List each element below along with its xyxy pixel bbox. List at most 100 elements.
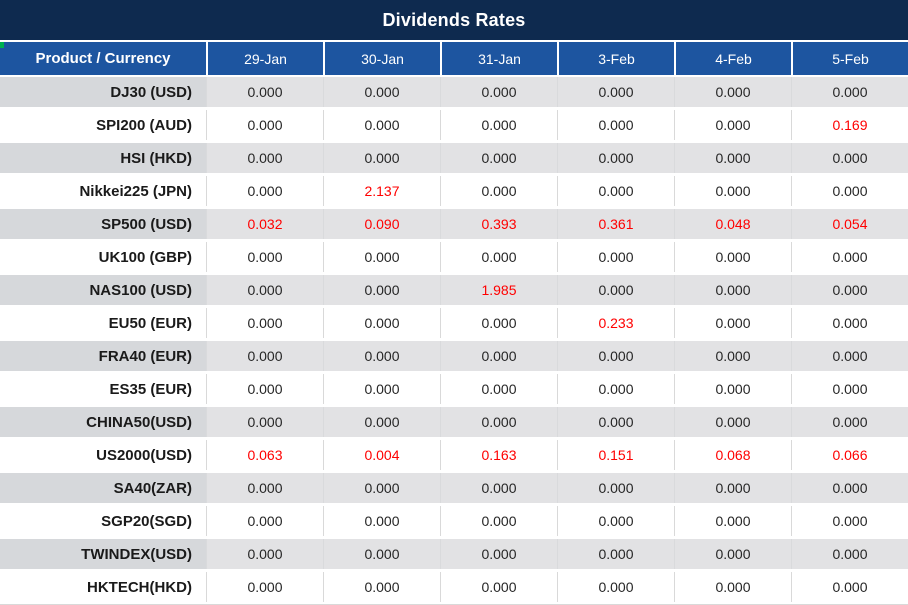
- dividend-value-cell: 0.000: [557, 572, 674, 602]
- dividend-value-cell: 0.000: [440, 242, 557, 272]
- dividend-value-cell: 0.000: [206, 506, 323, 536]
- dividend-value-cell: 0.000: [323, 242, 440, 272]
- dividend-value-cell: 0.000: [206, 407, 323, 437]
- dividend-value-cell: 0.361: [557, 209, 674, 239]
- dividend-value-cell: 0.000: [440, 308, 557, 338]
- dividend-value-cell: 0.000: [674, 143, 791, 173]
- dividend-value-cell: 0.000: [674, 341, 791, 371]
- dividend-value-cell: 0.000: [791, 275, 908, 305]
- dividend-value-cell: 0.000: [674, 176, 791, 206]
- dividend-value-cell: 0.151: [557, 440, 674, 470]
- dividend-value-cell: 0.000: [791, 341, 908, 371]
- dividend-value-cell: 0.000: [674, 539, 791, 569]
- product-label-cell: UK100 (GBP): [98, 248, 192, 266]
- dividend-value-cell: 0.068: [674, 440, 791, 470]
- dividend-value-cell: 0.000: [674, 374, 791, 404]
- dividend-value-cell: 0.000: [557, 242, 674, 272]
- dividend-value-cell: 0.000: [674, 275, 791, 305]
- table-row: ES35 (EUR) 0.000 0.000 0.000 0.000 0.000 0.000: [0, 374, 908, 407]
- table-row: CHINA50(USD) 0.000 0.000 0.000 0.000 0.000 0.0…: [0, 407, 908, 440]
- dividend-value-cell: 1.985: [440, 275, 557, 305]
- dividend-value-cell: 0.000: [440, 506, 557, 536]
- product-label-cell: HSI (HKD): [0, 143, 206, 173]
- dividend-value-cell: 0.054: [791, 209, 908, 239]
- table-row: EU50 (EUR) 0.000 0.000 0.000 0.233 0.000 0.000: [0, 308, 908, 341]
- dividend-value-cell: 0.000: [674, 473, 791, 503]
- dividend-value-cell: 0.000: [440, 374, 557, 404]
- dividend-value-cell: 0.000: [791, 407, 908, 437]
- dividend-value-cell: 0.000: [323, 506, 440, 536]
- dividend-value-cell: 0.000: [206, 341, 323, 371]
- dividend-value-cell: 0.000: [206, 572, 323, 602]
- table-row: Nikkei225 (JPN) 0.000 2.137 0.000 0.000 0.000…: [0, 176, 908, 209]
- dividend-value-cell: 0.000: [323, 473, 440, 503]
- dividend-value-cell: 0.000: [674, 110, 791, 140]
- dividend-value-cell: 0.000: [674, 572, 791, 602]
- dividend-value-cell: 0.004: [323, 440, 440, 470]
- dividend-value-cell: 0.000: [674, 506, 791, 536]
- dividend-value-cell: 0.000: [557, 341, 674, 371]
- dividend-value-cell: 0.000: [323, 539, 440, 569]
- dividend-value-cell: 0.169: [791, 110, 908, 140]
- dividend-value-cell: 0.000: [440, 572, 557, 602]
- dividend-value-cell: 0.000: [440, 77, 557, 107]
- dividend-value-cell: 0.000: [323, 572, 440, 602]
- dividend-value-cell: 0.000: [206, 143, 323, 173]
- dividend-value-cell: 0.000: [791, 143, 908, 173]
- dividend-value-cell: 0.000: [323, 77, 440, 107]
- dividend-value-cell: 0.000: [791, 242, 908, 272]
- dividend-value-cell: 0.048: [674, 209, 791, 239]
- dividend-value-cell: 0.000: [440, 110, 557, 140]
- product-label-cell: US2000(USD): [96, 446, 192, 464]
- column-header-date: 5-Feb: [791, 42, 908, 75]
- column-header-date: 31-Jan: [440, 42, 557, 75]
- dividend-value-cell: 0.000: [791, 539, 908, 569]
- dividend-value-cell: 0.000: [206, 275, 323, 305]
- table-row: UK100 (GBP) 0.000 0.000 0.000 0.000 0.000 0.00…: [0, 242, 908, 275]
- table-row: HSI (HKD) 0.000 0.000 0.000 0.000 0.000 0.000: [0, 143, 908, 176]
- product-label-cell: SPI200 (AUD): [96, 116, 192, 134]
- dividend-value-cell: 0.000: [674, 77, 791, 107]
- dividend-value-cell: 0.000: [791, 77, 908, 107]
- dividend-value-cell: 0.000: [557, 143, 674, 173]
- dividend-value-cell: 0.000: [440, 539, 557, 569]
- dividend-value-cell: 0.000: [206, 374, 323, 404]
- dividend-value-cell: 0.032: [206, 209, 323, 239]
- table-row: US2000(USD) 0.063 0.004 0.163 0.151 0.068 0.06…: [0, 440, 908, 473]
- table-row: SA40(ZAR) 0.000 0.000 0.000 0.000 0.000 0.000: [0, 473, 908, 506]
- product-label-cell: EU50 (EUR): [108, 314, 192, 332]
- dividend-value-cell: 0.393: [440, 209, 557, 239]
- dividend-value-cell: 0.000: [557, 407, 674, 437]
- column-header-date: 29-Jan: [206, 42, 323, 75]
- table-title-bar: Dividends Rates: [0, 0, 908, 42]
- product-label-cell: SA40(ZAR): [0, 473, 206, 503]
- dividend-value-cell: 0.000: [206, 176, 323, 206]
- dividend-value-cell: 2.137: [323, 176, 440, 206]
- dividend-value-cell: 0.000: [440, 176, 557, 206]
- dividend-value-cell: 0.000: [791, 308, 908, 338]
- dividend-value-cell: 0.000: [791, 572, 908, 602]
- product-label-cell: ES35 (EUR): [109, 380, 192, 398]
- product-label-cell: Nikkei225 (JPN): [79, 182, 192, 200]
- dividend-value-cell: 0.000: [323, 374, 440, 404]
- product-label-cell: TWINDEX(USD): [0, 539, 206, 569]
- table-body: DJ30 (USD) 0.000 0.000 0.000 0.000 0.000 0.000…: [0, 77, 908, 605]
- dividend-value-cell: 0.000: [206, 539, 323, 569]
- dividend-value-cell: 0.000: [557, 473, 674, 503]
- dividend-value-cell: 0.000: [440, 473, 557, 503]
- table-title: Dividends Rates: [382, 9, 526, 30]
- excel-corner-marker: [0, 42, 4, 48]
- product-label-cell: DJ30 (USD): [0, 77, 206, 107]
- table-row: SGP20(SGD) 0.000 0.000 0.000 0.000 0.000 0.000: [0, 506, 908, 539]
- dividend-value-cell: 0.066: [791, 440, 908, 470]
- product-label-cell: CHINA50(USD): [0, 407, 206, 437]
- dividend-value-cell: 0.000: [323, 308, 440, 338]
- product-label-cell: FRA40 (EUR): [0, 341, 206, 371]
- dividend-value-cell: 0.000: [206, 77, 323, 107]
- dividend-value-cell: 0.000: [791, 374, 908, 404]
- table-row: HKTECH(HKD) 0.000 0.000 0.000 0.000 0.000 0.00…: [0, 572, 908, 605]
- dividend-value-cell: 0.000: [206, 110, 323, 140]
- dividend-value-cell: 0.233: [557, 308, 674, 338]
- dividend-value-cell: 0.000: [440, 341, 557, 371]
- dividend-value-cell: 0.000: [323, 110, 440, 140]
